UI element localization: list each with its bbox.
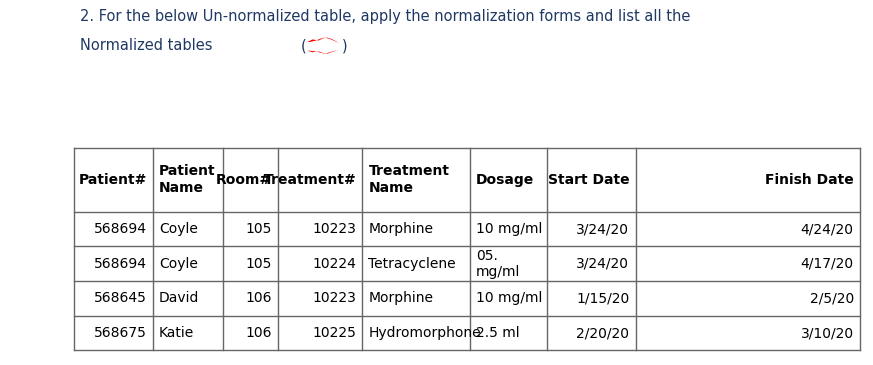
Text: 10223: 10223 [313, 291, 356, 306]
Text: 568694: 568694 [93, 222, 147, 236]
Text: 10225: 10225 [313, 326, 356, 340]
Text: Finish Date: Finish Date [765, 173, 854, 187]
Text: Tetracyclene: Tetracyclene [368, 257, 456, 271]
Text: Morphine: Morphine [368, 291, 433, 306]
Text: 1/15/20: 1/15/20 [576, 291, 629, 306]
Text: 10 mg/ml: 10 mg/ml [476, 222, 542, 236]
Text: (: ( [301, 38, 307, 53]
Text: 2/5/20: 2/5/20 [809, 291, 854, 306]
Text: Normalized tables: Normalized tables [80, 38, 213, 53]
Text: ): ) [342, 38, 347, 53]
Text: 10223: 10223 [313, 222, 356, 236]
Text: 3/24/20: 3/24/20 [576, 222, 629, 236]
Text: Treatment#: Treatment# [264, 173, 356, 187]
Text: 568645: 568645 [93, 291, 147, 306]
Text: Room#: Room# [216, 173, 272, 187]
Text: 106: 106 [245, 291, 272, 306]
Text: David: David [159, 291, 199, 306]
Text: 4/17/20: 4/17/20 [801, 257, 854, 271]
Text: 10 mg/ml: 10 mg/ml [476, 291, 542, 306]
Text: Katie: Katie [159, 326, 194, 340]
Text: 568675: 568675 [93, 326, 147, 340]
Text: 05.
mg/ml: 05. mg/ml [476, 249, 520, 279]
Text: 105: 105 [245, 257, 272, 271]
Text: 3/24/20: 3/24/20 [576, 257, 629, 271]
Text: Dosage: Dosage [476, 173, 534, 187]
Text: Treatment
Name: Treatment Name [368, 164, 450, 195]
Text: 3/10/20: 3/10/20 [801, 326, 854, 340]
Text: Hydromorphone: Hydromorphone [368, 326, 481, 340]
Text: 10224: 10224 [313, 257, 356, 271]
Text: Morphine: Morphine [368, 222, 433, 236]
Text: 105: 105 [245, 222, 272, 236]
Text: 4/24/20: 4/24/20 [801, 222, 854, 236]
Text: Patient#: Patient# [79, 173, 147, 187]
Text: 2.5 ml: 2.5 ml [476, 326, 519, 340]
Text: Patient
Name: Patient Name [159, 164, 216, 195]
Text: 106: 106 [245, 326, 272, 340]
Text: Start Date: Start Date [548, 173, 629, 187]
Text: Coyle: Coyle [159, 257, 198, 271]
Text: Coyle: Coyle [159, 222, 198, 236]
Text: 2/20/20: 2/20/20 [576, 326, 629, 340]
Text: 568694: 568694 [93, 257, 147, 271]
Polygon shape [307, 38, 339, 54]
Text: 2. For the below Un-normalized table, apply the normalization forms and list all: 2. For the below Un-normalized table, ap… [80, 9, 691, 24]
